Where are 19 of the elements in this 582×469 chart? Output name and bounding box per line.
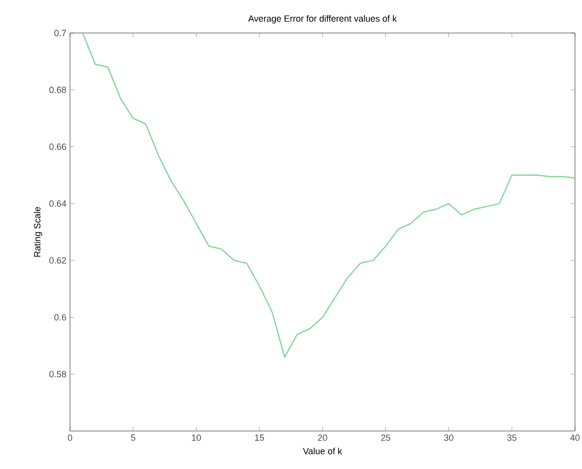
y-tick-label: 0.7 <box>54 30 66 36</box>
y-tick-label: 0.64 <box>49 200 66 207</box>
x-tick-label: 0 <box>68 434 72 441</box>
x-tick-label: 5 <box>130 434 136 441</box>
x-tick-label: 15 <box>255 434 264 441</box>
y-tick-label: 0.66 <box>49 144 66 150</box>
x-tick-label: 10 <box>192 434 201 441</box>
y-tick-label: 0.68 <box>49 86 66 94</box>
x-tick-label: 25 <box>381 434 390 441</box>
y-tick-label: 0.6 <box>54 314 66 320</box>
x-axis-title: Value of k <box>302 448 342 454</box>
x-tick-label: 20 <box>318 434 328 441</box>
x-tick-label: 40 <box>570 434 580 441</box>
chart-title: Average Error for different values of k <box>248 15 397 24</box>
y-tick-label: 0.62 <box>49 257 66 264</box>
y-axis-title: Rating Scale <box>34 206 42 257</box>
y-tick-label: 0.58 <box>49 370 66 378</box>
x-tick-label: 30 <box>444 434 454 441</box>
x-tick-label: 35 <box>507 434 516 441</box>
